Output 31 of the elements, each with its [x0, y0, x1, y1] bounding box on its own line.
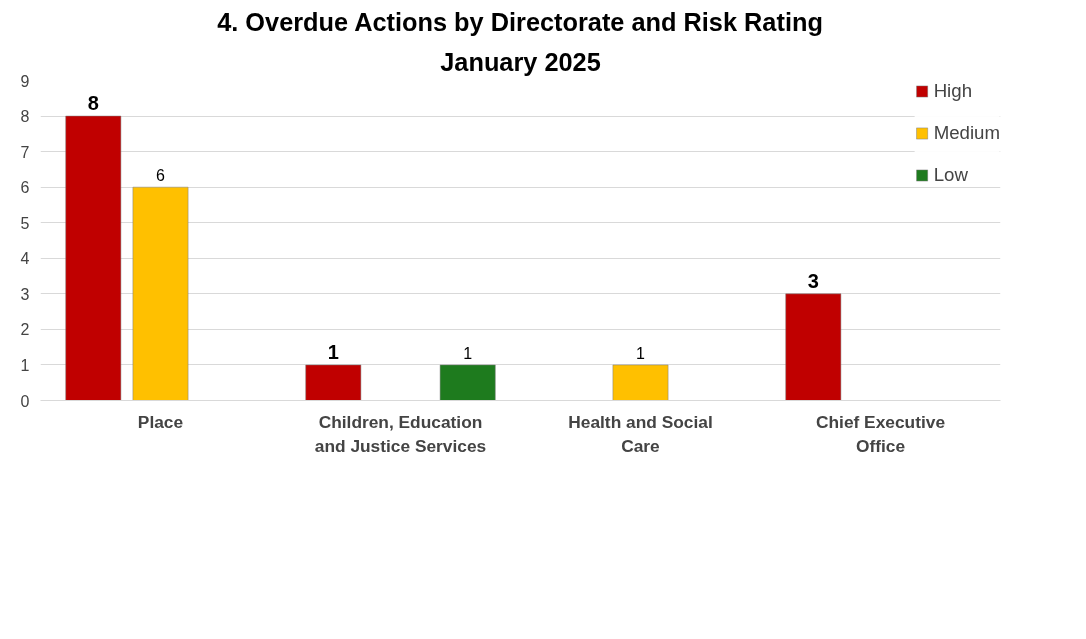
legend-label: High	[933, 80, 973, 102]
y-tick-label: 2	[20, 321, 30, 339]
y-tick-label: 5	[20, 214, 30, 232]
bar	[785, 293, 842, 401]
chart-title: 4. Overdue Actions by Directorate and Risk Rating	[217, 7, 823, 36]
bar	[439, 364, 496, 401]
legend-label: Low	[933, 164, 968, 186]
x-tick-label: Chief Executive Office	[815, 411, 946, 456]
bar	[612, 364, 669, 401]
data-label: 6	[156, 167, 166, 185]
x-tick-label: Health and Social Care	[568, 411, 713, 456]
y-tick-label: 3	[20, 285, 30, 303]
bar	[305, 364, 362, 401]
y-tick-label: 0	[20, 392, 30, 410]
x-tick-label: Children, Education and Justice Services	[314, 411, 487, 456]
data-label: 1	[636, 344, 646, 362]
bar	[65, 115, 122, 401]
bar	[132, 186, 189, 401]
y-tick-label: 6	[20, 179, 30, 197]
chart-subtitle: January 2025	[440, 47, 601, 76]
data-label: 1	[327, 340, 339, 363]
data-label: 8	[87, 92, 99, 115]
legend-label: Medium	[933, 122, 1000, 144]
y-tick-label: 9	[20, 72, 30, 90]
x-tick-label: Place	[137, 411, 184, 432]
y-tick-label: 1	[20, 356, 30, 374]
y-tick-label: 7	[20, 143, 30, 161]
y-tick-label: 4	[20, 250, 30, 268]
data-label: 3	[807, 269, 819, 292]
data-label: 1	[463, 344, 473, 362]
y-tick-label: 8	[20, 108, 30, 126]
